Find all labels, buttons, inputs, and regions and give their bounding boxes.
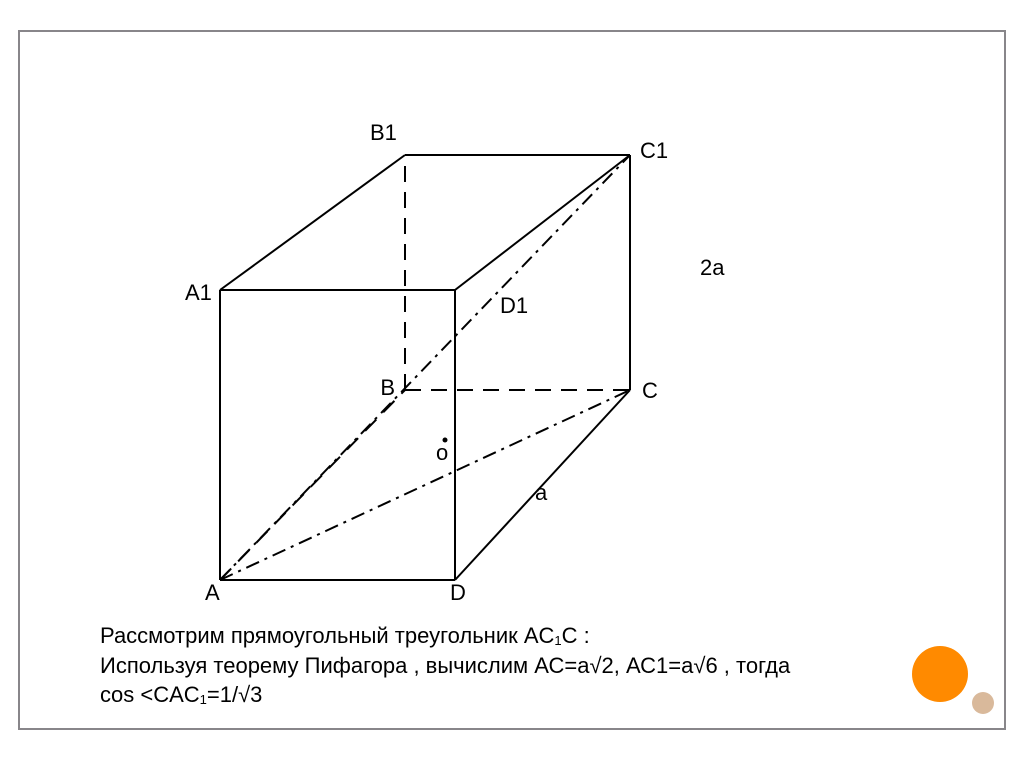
caption-l3-sub: 1 [200,692,207,707]
accent-dot-small [972,692,994,714]
vertex-label-D: D [450,580,466,605]
caption-l1-post: C : [562,623,590,648]
vertex-label-B: В [380,375,395,400]
vertex-label-A: А [205,580,220,605]
vertex-label-a: а [535,480,548,505]
caption-l3-post: =1/√3 [207,682,263,707]
caption-l1-sub: 1 [554,633,561,648]
caption-line-2: Используя теорему Пифагора , вычислим АС… [100,651,964,681]
caption-l3-pre: cos <CAC [100,682,200,707]
vertex-label-C1: C1 [640,138,668,163]
caption-line-1: Рассмотрим прямоугольный треугольник AC1… [100,621,964,651]
vertex-label-o: о [436,440,448,465]
vertex-label-B1: В1 [370,120,397,145]
vertex-label-2a: 2а [700,255,725,280]
slide-frame: А D C В А1 D1 C1 В1 о а 2а Рассмотрим прямоугольны… [18,30,1006,730]
accent-dot-large [912,646,968,702]
caption-line-3: cos <CAC1=1/√3 [100,680,964,710]
vertex-label-D1: D1 [500,293,528,318]
caption-block: Рассмотрим прямоугольный треугольник AC1… [100,621,964,710]
caption-l1-pre: Рассмотрим прямоугольный треугольник AC [100,623,554,648]
vertex-label-C: C [642,378,658,403]
vertex-label-A1: А1 [185,280,212,305]
